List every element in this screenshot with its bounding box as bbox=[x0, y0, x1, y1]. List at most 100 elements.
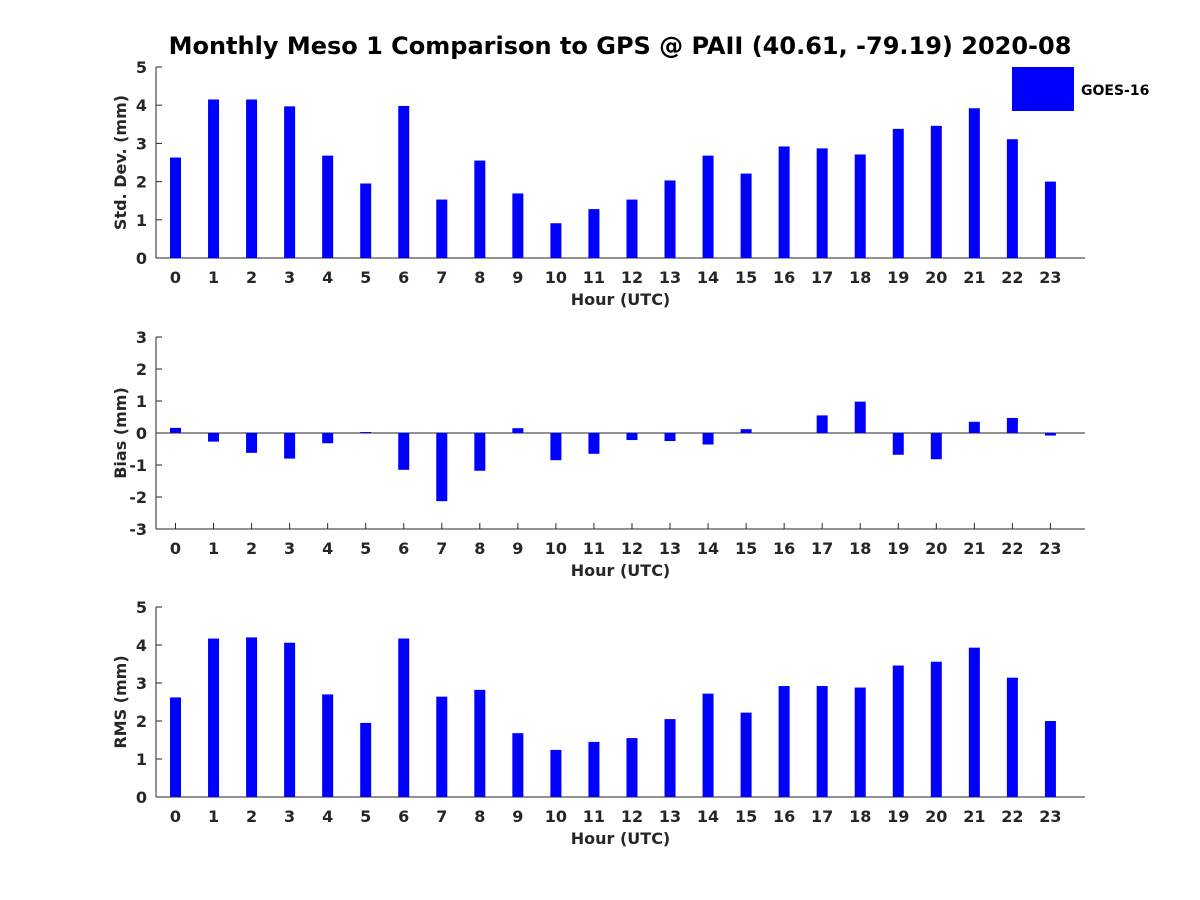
x-axis-label: Hour (UTC) bbox=[571, 290, 671, 309]
x-tick-label: 2 bbox=[246, 268, 257, 287]
x-tick-label: 5 bbox=[360, 268, 371, 287]
x-tick-label: 19 bbox=[887, 807, 909, 826]
x-tick-label: 6 bbox=[398, 539, 409, 558]
x-tick-label: 16 bbox=[773, 268, 795, 287]
bar-hour-23 bbox=[1044, 721, 1056, 797]
y-tick-label: 2 bbox=[136, 712, 147, 731]
x-tick-label: 20 bbox=[925, 539, 947, 558]
x-tick-label: 16 bbox=[773, 539, 795, 558]
y-tick-label: 4 bbox=[136, 96, 147, 115]
x-tick-label: 4 bbox=[322, 268, 333, 287]
x-tick-label: 11 bbox=[583, 539, 605, 558]
x-tick-label: 23 bbox=[1039, 539, 1061, 558]
bar-hour-0 bbox=[170, 427, 181, 433]
y-tick-label: 3 bbox=[136, 134, 147, 153]
y-tick-label: 4 bbox=[136, 636, 147, 655]
bar-hour-11 bbox=[588, 433, 600, 454]
y-tick-label: 5 bbox=[136, 598, 147, 617]
bar-hour-9 bbox=[512, 428, 524, 433]
x-tick-label: 5 bbox=[360, 539, 371, 558]
x-tick-label: 20 bbox=[925, 807, 947, 826]
x-tick-label: 8 bbox=[474, 539, 485, 558]
y-tick-label: 3 bbox=[136, 328, 147, 347]
y-tick-label: 1 bbox=[136, 750, 147, 769]
legend: GOES-16 bbox=[1012, 67, 1149, 111]
x-tick-label: 12 bbox=[621, 807, 643, 826]
x-tick-label: 11 bbox=[583, 807, 605, 826]
x-tick-label: 13 bbox=[659, 807, 681, 826]
bar-hour-2 bbox=[246, 433, 258, 453]
x-tick-label: 21 bbox=[963, 539, 985, 558]
x-tick-label: 21 bbox=[963, 268, 985, 287]
bar-hour-11 bbox=[588, 741, 600, 797]
x-tick-label: 12 bbox=[621, 268, 643, 287]
x-tick-label: 17 bbox=[811, 807, 833, 826]
bar-hour-7 bbox=[436, 433, 448, 502]
bar-hour-17 bbox=[816, 148, 828, 258]
bar-hour-10 bbox=[550, 433, 562, 461]
x-tick-label: 8 bbox=[474, 268, 485, 287]
bar-hour-15 bbox=[740, 173, 752, 258]
bar-hour-19 bbox=[892, 665, 904, 797]
bar-hour-7 bbox=[436, 199, 448, 258]
x-tick-label: 22 bbox=[1001, 807, 1023, 826]
bar-hour-5 bbox=[360, 183, 372, 258]
x-tick-label: 19 bbox=[887, 539, 909, 558]
x-tick-label: 20 bbox=[925, 268, 947, 287]
y-tick-label: 0 bbox=[136, 788, 147, 807]
bar-hour-1 bbox=[208, 433, 220, 442]
y-tick-label: 1 bbox=[136, 211, 147, 230]
y-tick-label: -1 bbox=[129, 456, 147, 475]
bar-hour-1 bbox=[208, 99, 220, 258]
x-tick-label: 14 bbox=[697, 539, 719, 558]
figure-title: Monthly Meso 1 Comparison to GPS @ PAII … bbox=[169, 32, 1072, 60]
x-tick-label: 2 bbox=[246, 539, 257, 558]
bar-hour-4 bbox=[322, 694, 334, 797]
x-tick-label: 4 bbox=[322, 539, 333, 558]
legend-label: GOES-16 bbox=[1081, 83, 1149, 99]
bar-hour-16 bbox=[778, 146, 790, 258]
x-tick-label: 3 bbox=[284, 268, 295, 287]
y-tick-label: 1 bbox=[136, 392, 147, 411]
x-tick-label: 14 bbox=[697, 268, 719, 287]
bar-hour-11 bbox=[588, 209, 600, 258]
bar-hour-12 bbox=[626, 199, 638, 258]
x-tick-label: 0 bbox=[170, 268, 181, 287]
x-tick-label: 9 bbox=[512, 268, 523, 287]
y-tick-label: -2 bbox=[129, 488, 147, 507]
bar-hour-17 bbox=[816, 415, 828, 433]
bar-hour-18 bbox=[854, 154, 866, 258]
bar-hour-4 bbox=[322, 155, 334, 258]
x-tick-label: 9 bbox=[512, 807, 523, 826]
bar-hour-2 bbox=[246, 637, 258, 797]
y-axis-label: Std. Dev. (mm) bbox=[111, 95, 130, 230]
x-tick-label: 5 bbox=[360, 807, 371, 826]
bar-hour-21 bbox=[968, 421, 980, 433]
y-tick-label: 5 bbox=[136, 58, 147, 77]
x-tick-label: 8 bbox=[474, 807, 485, 826]
bar-hour-0 bbox=[170, 157, 181, 258]
x-tick-label: 13 bbox=[659, 268, 681, 287]
bar-hour-7 bbox=[436, 696, 448, 797]
bar-hour-6 bbox=[398, 105, 410, 259]
x-tick-label: 6 bbox=[398, 807, 409, 826]
bar-hour-6 bbox=[398, 638, 410, 797]
x-tick-label: 9 bbox=[512, 539, 523, 558]
x-tick-label: 18 bbox=[849, 268, 871, 287]
y-tick-label: 0 bbox=[136, 424, 147, 443]
bar-hour-13 bbox=[664, 180, 676, 258]
bar-hour-8 bbox=[474, 433, 486, 471]
x-tick-label: 7 bbox=[436, 539, 447, 558]
bar-hour-5 bbox=[360, 722, 372, 797]
y-tick-label: 0 bbox=[136, 249, 147, 268]
x-tick-label: 21 bbox=[963, 807, 985, 826]
bar-hour-12 bbox=[626, 433, 638, 441]
bar-hour-6 bbox=[398, 433, 410, 470]
y-axis-label: Bias (mm) bbox=[111, 387, 130, 479]
x-tick-label: 15 bbox=[735, 268, 757, 287]
bar-hour-20 bbox=[930, 661, 942, 797]
bar-hour-10 bbox=[550, 223, 562, 258]
